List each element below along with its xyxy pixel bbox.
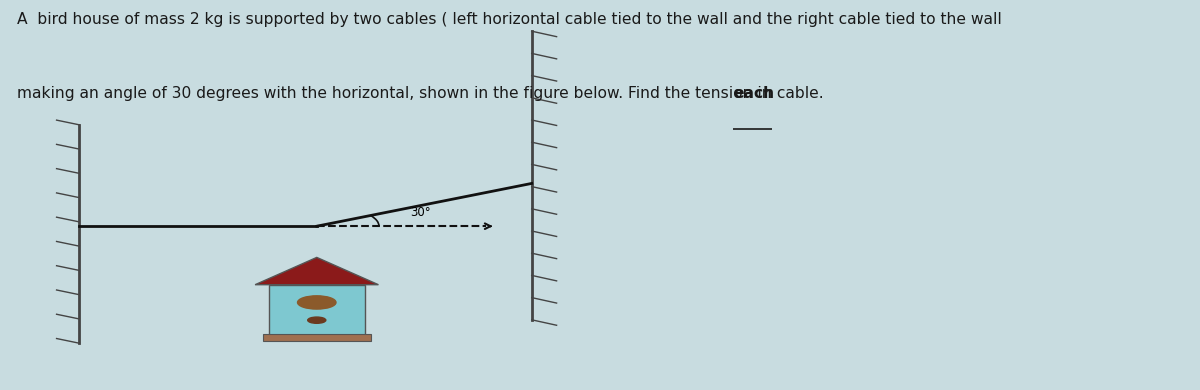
Text: cable.: cable. [772, 86, 823, 101]
Text: A  bird house of mass 2 kg is supported by two cables ( left horizontal cable ti: A bird house of mass 2 kg is supported b… [17, 12, 1002, 27]
Text: each: each [733, 86, 774, 101]
Circle shape [307, 317, 326, 323]
Text: making an angle of 30 degrees with the horizontal, shown in the figure below. Fi: making an angle of 30 degrees with the h… [17, 86, 776, 101]
Polygon shape [256, 257, 378, 285]
Bar [269, 285, 365, 335]
Text: 30°: 30° [410, 206, 431, 219]
Bar [263, 334, 371, 341]
Circle shape [298, 296, 336, 309]
